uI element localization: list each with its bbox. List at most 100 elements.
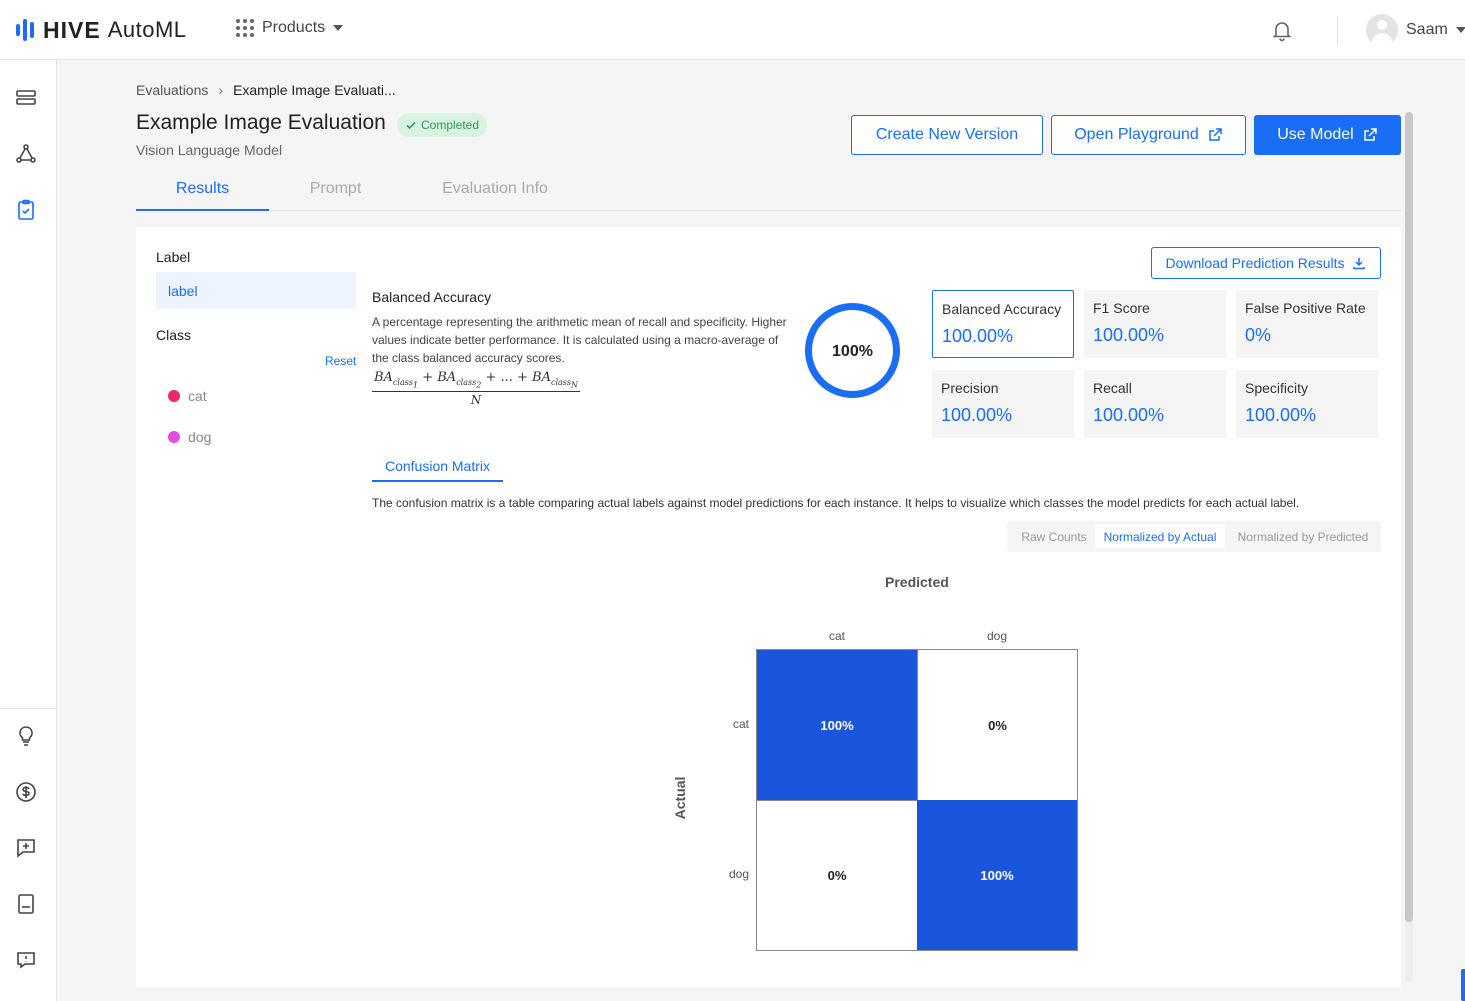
notification-bell-icon[interactable] bbox=[1270, 18, 1294, 42]
class-color-dot bbox=[168, 431, 180, 443]
brand-product: AutoML bbox=[107, 17, 187, 42]
label-filter-item[interactable]: label bbox=[156, 272, 356, 309]
metric-title: Balanced Accuracy bbox=[372, 289, 492, 305]
page-subtitle: Vision Language Model bbox=[136, 142, 283, 158]
mode-normalized-by-predicted[interactable]: Normalized by Predicted bbox=[1237, 529, 1369, 544]
chevron-right-icon: › bbox=[218, 82, 224, 98]
create-new-version-label: Create New Version bbox=[875, 126, 1019, 143]
predicted-axis-label: Predicted bbox=[885, 574, 949, 590]
metric-card-name: False Positive Rate bbox=[1245, 300, 1366, 316]
mode-raw-counts[interactable]: Raw Counts bbox=[1021, 529, 1087, 544]
balanced-accuracy-ring: 100% bbox=[805, 303, 900, 398]
cell-cat-cat: 100% bbox=[757, 650, 917, 800]
scrollbar[interactable] bbox=[1405, 112, 1413, 982]
metric-formula: BAclass1 + BAclass2 + ... + BAclassN N bbox=[372, 370, 580, 408]
formula-denominator: N bbox=[470, 393, 482, 408]
evaluations-icon[interactable] bbox=[14, 198, 38, 222]
use-model-label: Use Model bbox=[1277, 126, 1354, 143]
feedback-add-icon[interactable] bbox=[14, 836, 38, 860]
metric-card-false-positive-rate[interactable]: False Positive Rate 0% bbox=[1236, 290, 1378, 358]
metric-card-precision[interactable]: Precision 100.00% bbox=[932, 370, 1074, 438]
download-prediction-results-button[interactable]: Download Prediction Results bbox=[1151, 247, 1381, 279]
breadcrumb-evaluations[interactable]: Evaluations bbox=[136, 82, 209, 98]
column-label-dog: dog bbox=[986, 629, 1008, 643]
check-icon bbox=[406, 121, 416, 130]
help-tab[interactable] bbox=[1461, 969, 1465, 1001]
metric-card-value: 0% bbox=[1245, 325, 1272, 345]
datasets-icon[interactable] bbox=[14, 86, 38, 110]
open-playground-label: Open Playground bbox=[1074, 126, 1199, 143]
status-label: Completed bbox=[421, 118, 480, 132]
metric-card-name: Balanced Accuracy bbox=[942, 301, 1062, 317]
row-label-cat: cat bbox=[732, 717, 749, 731]
page-tabs: Results Prompt Evaluation Info bbox=[136, 175, 1401, 211]
metric-card-name: Recall bbox=[1093, 380, 1132, 396]
metric-description: A percentage representing the arithmetic… bbox=[372, 315, 787, 365]
tab-evaluation-info[interactable]: Evaluation Info bbox=[442, 180, 548, 197]
chevron-down-icon bbox=[333, 25, 344, 31]
download-icon bbox=[1353, 258, 1366, 270]
apps-grid-icon bbox=[236, 19, 254, 37]
external-link-icon bbox=[1363, 128, 1377, 141]
metric-card-value: 100.00% bbox=[1093, 405, 1165, 425]
support-chat-icon[interactable] bbox=[14, 948, 38, 972]
metric-card-value: 100.00% bbox=[1093, 325, 1165, 345]
tab-results[interactable]: Results bbox=[136, 175, 269, 211]
cell-dog-cat: 0% bbox=[757, 800, 917, 950]
user-menu[interactable]: Saam bbox=[1366, 14, 1465, 46]
lightbulb-icon[interactable] bbox=[14, 724, 38, 748]
scrollbar-thumb[interactable] bbox=[1405, 112, 1413, 922]
metric-card-f1-score[interactable]: F1 Score 100.00% bbox=[1084, 290, 1226, 358]
breadcrumb: Evaluations › Example Image Evaluati... bbox=[136, 82, 396, 98]
metric-card-value: 100.00% bbox=[942, 326, 1014, 346]
tab-confusion-matrix[interactable]: Confusion Matrix bbox=[372, 450, 503, 482]
class-item-cat[interactable]: cat bbox=[168, 388, 207, 404]
status-badge: Completed bbox=[397, 113, 488, 137]
external-link-icon bbox=[1209, 128, 1222, 141]
nav-divider bbox=[0, 708, 57, 709]
confusion-description: The confusion matrix is a table comparin… bbox=[372, 496, 1300, 510]
page-title: Example Image Evaluation bbox=[136, 111, 386, 134]
column-label-cat: cat bbox=[828, 629, 845, 643]
metric-card-value: 100.00% bbox=[941, 405, 1013, 425]
cell-cat-dog: 0% bbox=[917, 650, 1077, 800]
actual-axis-label: Actual bbox=[672, 776, 688, 820]
breadcrumb-current: Example Image Evaluati... bbox=[233, 82, 396, 98]
chevron-down-icon bbox=[1455, 27, 1465, 33]
row-label-dog: dog bbox=[728, 867, 749, 881]
label-heading: Label bbox=[156, 249, 191, 265]
metric-card-balanced-accuracy[interactable]: Balanced Accuracy 100.00% bbox=[932, 290, 1074, 358]
normalization-toggle: Raw Counts Normalized by Actual Normaliz… bbox=[1007, 521, 1381, 552]
logo-icon bbox=[16, 19, 34, 41]
create-new-version-button[interactable]: Create New Version bbox=[851, 115, 1043, 155]
class-heading: Class bbox=[156, 327, 192, 343]
user-name: Saam bbox=[1406, 21, 1448, 38]
products-menu[interactable]: Products bbox=[236, 19, 344, 37]
products-label: Products bbox=[262, 19, 326, 36]
avatar bbox=[1366, 14, 1398, 46]
metric-card-name: Specificity bbox=[1245, 380, 1309, 396]
docs-icon[interactable] bbox=[14, 892, 38, 916]
confusion-matrix: 100% 0% 0% 100% bbox=[756, 649, 1078, 951]
top-bar: HIVE AutoML Products Saam bbox=[0, 0, 1465, 60]
ring-value: 100% bbox=[832, 343, 873, 360]
left-nav bbox=[0, 60, 57, 1001]
class-color-dot bbox=[168, 390, 180, 402]
reset-link[interactable]: Reset bbox=[325, 354, 357, 368]
mode-normalized-by-actual[interactable]: Normalized by Actual bbox=[1095, 525, 1225, 548]
class-item-dog[interactable]: dog bbox=[168, 429, 211, 445]
billing-dollar-icon[interactable] bbox=[14, 780, 38, 804]
class-name: cat bbox=[188, 388, 207, 404]
metric-card-specificity[interactable]: Specificity 100.00% bbox=[1236, 370, 1378, 438]
metric-card-name: F1 Score bbox=[1093, 300, 1150, 316]
logo[interactable]: HIVE AutoML bbox=[16, 16, 187, 44]
metric-card-recall[interactable]: Recall 100.00% bbox=[1084, 370, 1226, 438]
cell-dog-dog: 100% bbox=[917, 800, 1077, 950]
models-icon[interactable] bbox=[14, 142, 38, 166]
use-model-button[interactable]: Use Model bbox=[1254, 115, 1401, 155]
header-divider bbox=[1337, 16, 1338, 44]
metric-card-name: Precision bbox=[941, 380, 999, 396]
open-playground-button[interactable]: Open Playground bbox=[1051, 115, 1246, 155]
brand-name: HIVE bbox=[43, 16, 101, 43]
tab-prompt[interactable]: Prompt bbox=[309, 180, 362, 197]
